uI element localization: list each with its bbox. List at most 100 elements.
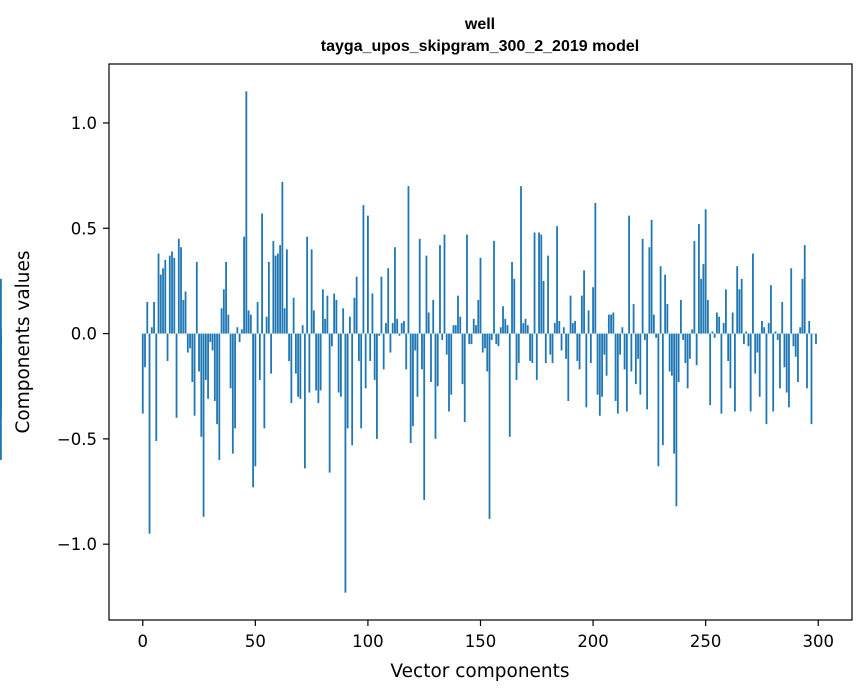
bar-234	[668, 333, 671, 372]
bar-89	[342, 308, 345, 334]
bar-7	[157, 253, 160, 334]
bar-4	[150, 327, 153, 334]
bar-132	[439, 245, 441, 334]
bar-47	[247, 310, 250, 334]
bar-8	[159, 274, 162, 334]
bar-185	[558, 320, 561, 334]
bar-91	[346, 333, 349, 429]
bar-103	[373, 333, 376, 380]
bar-87	[337, 333, 340, 393]
bar-206	[605, 333, 608, 376]
bar-201	[594, 203, 597, 334]
bar-123	[418, 238, 421, 334]
bar-20	[186, 333, 189, 353]
bar-288	[790, 268, 793, 334]
bar-43	[238, 333, 241, 342]
bar-242	[686, 333, 689, 389]
bar-79	[319, 333, 322, 391]
bar-266	[740, 278, 743, 334]
bar-99	[364, 333, 367, 389]
bar-192	[574, 320, 576, 334]
bars-group	[0, 91, 817, 593]
bar-292	[799, 327, 802, 334]
y-tick-label: 0.5	[71, 219, 97, 238]
bar-250	[704, 209, 707, 334]
bar-13	[171, 251, 173, 334]
bar-128	[430, 333, 432, 383]
bar-125	[423, 333, 426, 500]
bar-144	[466, 234, 468, 334]
bar-173	[531, 333, 534, 364]
bar-233	[666, 304, 669, 334]
bar-190	[569, 295, 572, 334]
y-tick-label: −0.5	[57, 430, 97, 449]
bar-187	[562, 327, 565, 334]
bar-60	[276, 253, 279, 334]
bar-186	[560, 333, 563, 351]
bar-213	[621, 327, 624, 334]
bar-61	[279, 245, 282, 334]
bar-28	[204, 333, 207, 380]
bar-169	[522, 323, 525, 334]
bar-36	[222, 289, 225, 334]
bar-52	[258, 333, 261, 380]
bar-230	[659, 266, 662, 334]
bar-241	[684, 333, 687, 364]
bar-170	[524, 318, 527, 334]
bar-248	[700, 278, 703, 334]
bar-272	[754, 333, 757, 374]
bar-142	[461, 333, 464, 385]
bar-166	[515, 333, 518, 380]
bar-155	[490, 333, 493, 340]
bar-171	[526, 325, 529, 334]
bar-68	[294, 333, 297, 374]
bar-59	[274, 255, 277, 334]
x-tick-label: 0	[138, 632, 149, 651]
bar-259	[725, 289, 727, 334]
bar-66	[290, 333, 293, 404]
bar-77	[315, 333, 318, 391]
bar-200	[592, 287, 594, 334]
bar-57	[270, 333, 273, 374]
bar-203	[598, 333, 601, 416]
x-axis-ticks: 0 50 100 150 200 250 300	[138, 620, 834, 651]
bar-17	[180, 247, 182, 334]
bar-19	[184, 291, 187, 334]
bar-223	[643, 333, 646, 340]
bar-278	[767, 323, 770, 334]
bar-199	[589, 333, 592, 364]
bar-2	[146, 301, 149, 334]
y-axis-ticks: −1.0 −0.5 0.0 0.5 1.0	[57, 114, 109, 554]
x-axis-label: Vector components	[390, 661, 569, 682]
bar-183	[553, 323, 556, 334]
bar-104	[376, 333, 378, 439]
bar-210	[614, 333, 617, 401]
bar-202	[596, 333, 599, 395]
bar-221	[639, 333, 642, 395]
bar-207	[607, 314, 610, 334]
bar-165	[513, 278, 516, 334]
bar-111	[391, 323, 394, 334]
bar-96	[358, 333, 360, 361]
bar-115	[400, 323, 403, 334]
x-tick-label: 250	[690, 632, 722, 651]
bar-105	[378, 333, 381, 336]
bar-268	[745, 331, 748, 334]
bar-240	[682, 333, 685, 340]
bar-11	[166, 333, 169, 361]
bar-261	[729, 333, 732, 389]
bar-218	[632, 304, 635, 334]
bar-287	[788, 333, 790, 408]
bar-83	[328, 333, 331, 473]
bar-0	[141, 333, 144, 414]
bar-256	[718, 316, 721, 334]
bar-161	[504, 318, 507, 334]
y-tick-label: 0.0	[71, 325, 97, 344]
bar-85	[333, 293, 336, 334]
bar-33	[216, 333, 218, 425]
bar-1	[144, 333, 146, 368]
bar-146	[470, 333, 473, 345]
bar-269	[747, 333, 750, 347]
bar-251	[707, 299, 709, 334]
